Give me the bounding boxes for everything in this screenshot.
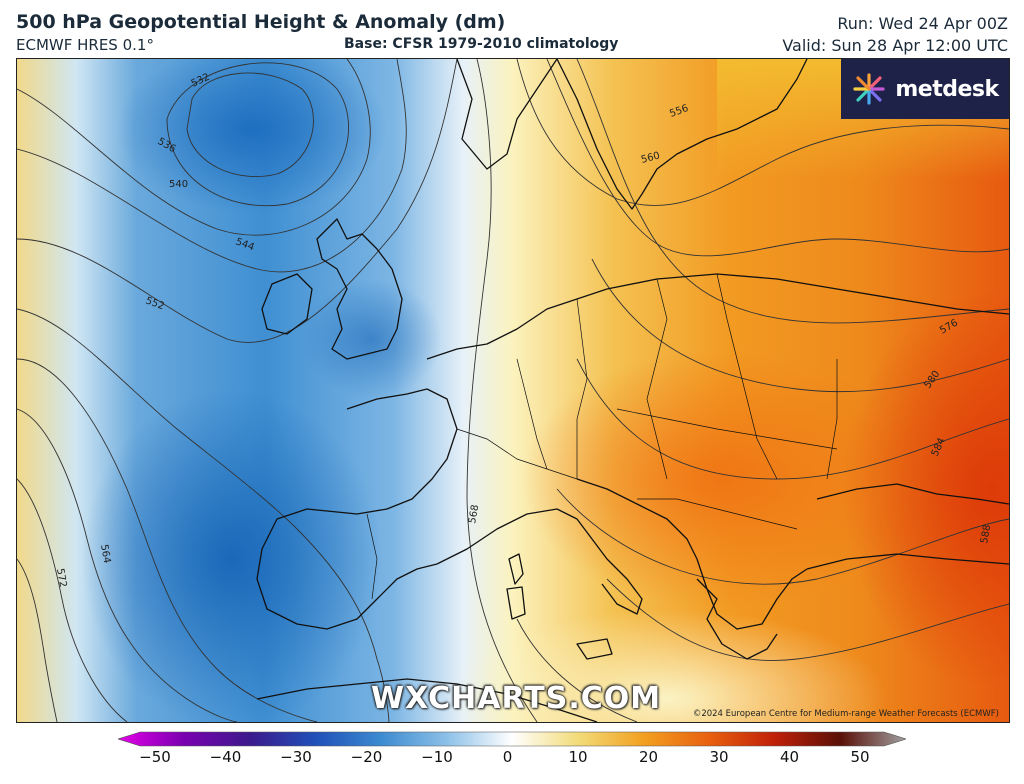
valid-time: Valid: Sun 28 Apr 12:00 UTC bbox=[782, 36, 1008, 55]
colorbar-tick-label: 20 bbox=[638, 748, 659, 766]
colorbar-tick-label: 0 bbox=[502, 748, 513, 766]
neutral-anomaly-mediterranean bbox=[447, 609, 887, 722]
chart-title: 500 hPa Geopotential Height & Anomaly (d… bbox=[16, 11, 506, 33]
colorbar-bar bbox=[118, 731, 906, 747]
metdesk-logo: metdesk bbox=[841, 59, 1009, 119]
coastlines bbox=[256, 59, 1009, 722]
anomaly-map: 532 536 540 544 552 556 560 564 568 572 … bbox=[17, 59, 1009, 722]
colorbar-tick-label: −50 bbox=[139, 748, 171, 766]
colorbar-tick-label: 10 bbox=[568, 748, 588, 766]
contour-label: 568 bbox=[467, 504, 481, 525]
colorbar-tick-labels: −50 −40 −30 −20 −10 0 10 20 30 40 50 bbox=[0, 748, 1024, 770]
country-borders bbox=[366, 273, 838, 600]
contour-label: 560 bbox=[640, 150, 661, 166]
colorbar-tick-label: 40 bbox=[779, 748, 800, 766]
contour-label: 564 bbox=[98, 544, 112, 565]
low-anomaly-uk bbox=[302, 279, 442, 399]
metdesk-burst-logo-icon bbox=[853, 73, 885, 105]
run-time: Run: Wed 24 Apr 00Z bbox=[837, 14, 1008, 33]
colorbar-tick-label: −20 bbox=[350, 748, 383, 766]
colorbar-tick-label: −30 bbox=[280, 748, 312, 766]
low-anomaly-north-atlantic bbox=[117, 59, 387, 214]
model-name: ECMWF HRES 0.1° bbox=[16, 36, 154, 54]
colorbar-tick-label: 50 bbox=[850, 748, 870, 766]
contour-label: 540 bbox=[169, 179, 188, 190]
metdesk-wordmark: metdesk bbox=[895, 76, 999, 102]
low-anomaly-iberia bbox=[82, 389, 382, 722]
colorbar-tick-label: −40 bbox=[209, 748, 242, 766]
wxcharts-watermark: WXCHARTS.COM bbox=[371, 681, 662, 716]
copyright-notice: ©2024 European Centre for Medium-range W… bbox=[692, 709, 999, 719]
colorbar-tick-label: 30 bbox=[709, 748, 729, 766]
colorbar-tick-label: −10 bbox=[421, 748, 453, 766]
contour-label: 572 bbox=[54, 568, 68, 589]
height-contours bbox=[17, 59, 1009, 722]
contour-label: 588 bbox=[979, 524, 993, 545]
map-panel[interactable]: 532 536 540 544 552 556 560 564 568 572 … bbox=[16, 58, 1010, 723]
anomaly-colorbar bbox=[118, 731, 906, 747]
climatology-base: Base: CFSR 1979-2010 climatology bbox=[344, 36, 619, 52]
